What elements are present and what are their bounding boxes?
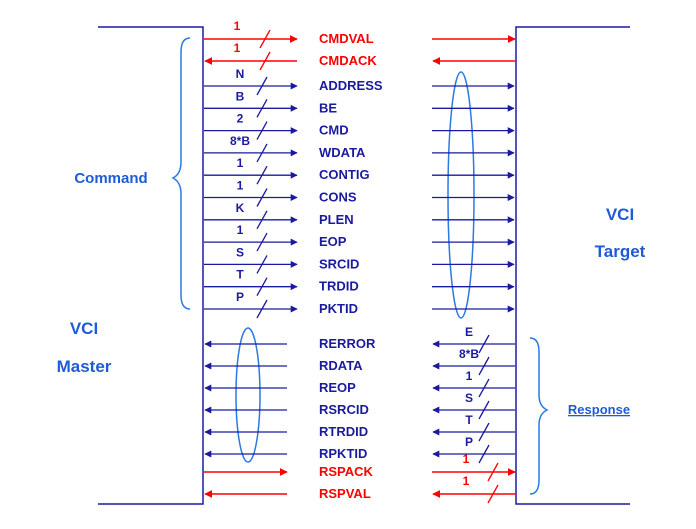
rerror-width-slash (478, 334, 490, 354)
cmd-label: CMD (319, 123, 349, 138)
be-width: B (236, 89, 245, 103)
trdid-label: TRDID (319, 279, 359, 294)
cmdack-width: 1 (234, 41, 241, 55)
srcid-width: S (236, 245, 244, 259)
plen-width-slash (256, 210, 268, 230)
target-block-outline (515, 26, 630, 505)
contig-label: CONTIG (319, 167, 370, 182)
be-width-slash (256, 98, 268, 118)
rspack-width-slash (487, 462, 499, 482)
srcid-width-slash (256, 255, 268, 274)
cons-width: 1 (237, 179, 244, 193)
rdata-label: RDATA (319, 358, 363, 373)
trdid-width: T (236, 268, 244, 282)
rtrdid-width-slash (478, 422, 490, 442)
master-title-line2: Master (57, 357, 112, 376)
wdata-label: WDATA (319, 145, 366, 160)
pktid-width-slash (256, 299, 268, 319)
wdata-width-slash (256, 143, 268, 163)
rspval-label: RSPVAL (319, 486, 371, 501)
target-title-line1: VCI (606, 205, 634, 224)
rdata-width-slash (478, 356, 490, 376)
command-bus-ellipse (447, 71, 475, 319)
reop-width-slash (478, 378, 490, 398)
master-title-line1: VCI (70, 319, 98, 338)
rspack-width: 1 (463, 452, 470, 466)
rtrdid-width: T (465, 413, 473, 427)
wdata-width: 8*B (230, 134, 250, 148)
rsrcid-width: S (465, 391, 473, 405)
pktid-width: P (236, 290, 244, 304)
pktid-label: PKTID (319, 301, 358, 316)
plen-width: K (236, 201, 245, 215)
cmd-width: 2 (237, 112, 244, 126)
eop-label: EOP (319, 234, 347, 249)
cmdval-width: 1 (234, 19, 241, 33)
cmdack-width-slash (259, 51, 271, 71)
signal-group: 1 CMDVAL 1 CMDACK N ADDRESS B BE 2 CMD 8*B WDATA 1 CO… (204, 19, 516, 504)
rerror-label: RERROR (319, 336, 376, 351)
cmd-width-slash (256, 121, 268, 140)
contig-width-slash (256, 165, 268, 185)
rpktid-label: RPKTID (319, 446, 367, 461)
eop-width: 1 (237, 223, 244, 237)
be-label: BE (319, 100, 337, 115)
cmdval-width-slash (259, 29, 271, 49)
contig-width: 1 (237, 156, 244, 170)
plen-label: PLEN (319, 212, 354, 227)
address-width: N (236, 67, 245, 81)
rspval-width: 1 (463, 474, 470, 488)
rerror-width: E (465, 325, 473, 339)
address-label: ADDRESS (319, 78, 383, 93)
address-width-slash (256, 76, 268, 96)
cons-label: CONS (319, 190, 357, 205)
response-group-label: Response (568, 402, 630, 417)
response-bus-ellipse (235, 327, 261, 463)
reop-width: 1 (466, 369, 473, 383)
master-block-outline (98, 26, 204, 505)
rdata-width: 8*B (459, 347, 479, 361)
rtrdid-label: RTRDID (319, 424, 368, 439)
rspack-label: RSPACK (319, 464, 374, 479)
eop-width-slash (256, 232, 268, 252)
srcid-label: SRCID (319, 256, 359, 271)
target-title-line2: Target (595, 242, 646, 261)
command-brace (171, 37, 191, 310)
reop-label: REOP (319, 380, 356, 395)
rsrcid-width-slash (478, 400, 490, 420)
rpktid-width-slash (478, 444, 490, 464)
command-group-label: Command (74, 170, 147, 187)
response-brace (529, 337, 549, 495)
trdid-width-slash (256, 277, 268, 297)
rpktid-width: P (465, 435, 473, 449)
cmdack-label: CMDACK (319, 53, 377, 68)
cons-width-slash (256, 188, 268, 207)
rsrcid-label: RSRCID (319, 402, 369, 417)
cmdval-label: CMDVAL (319, 31, 374, 46)
rspval-width-slash (487, 484, 499, 504)
